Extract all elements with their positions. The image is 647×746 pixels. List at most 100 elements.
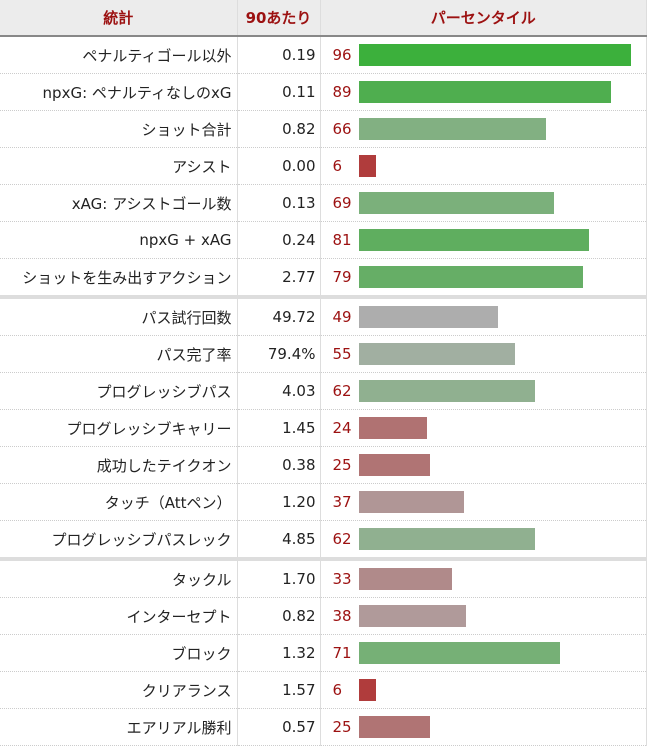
per90-value: 2.77 (237, 258, 321, 298)
percentile-value: 69 (332, 194, 352, 212)
percentile-value: 96 (332, 46, 352, 64)
percentile-bar (358, 306, 498, 328)
percentile-bar (358, 380, 535, 402)
per90-value: 0.11 (237, 73, 321, 111)
header-percentile[interactable]: パーセンタイル (320, 0, 647, 37)
percentile-value: 89 (332, 83, 352, 101)
table-row: プログレッシブパス 4.03 62 (0, 372, 647, 410)
percentile-value: 33 (332, 570, 352, 588)
stat-label: タックル (0, 557, 238, 598)
table-row: タックル 1.70 33 (0, 557, 647, 598)
stat-label: ショットを生み出すアクション (0, 258, 238, 298)
stat-label: ショット合計 (0, 110, 238, 148)
percentile-value: 25 (332, 456, 352, 474)
percentile-bar (358, 491, 464, 513)
percentile-bar (358, 454, 430, 476)
percentile-bar (358, 528, 535, 550)
per90-value: 0.82 (237, 597, 321, 635)
stat-label: パス完了率 (0, 335, 238, 373)
percentile-bar (358, 605, 467, 627)
per90-value: 4.03 (237, 372, 321, 410)
stat-label: パス試行回数 (0, 295, 238, 336)
per90-value: 0.00 (237, 147, 321, 185)
percentile-bar (358, 716, 430, 738)
percentile-value: 55 (332, 345, 352, 363)
stat-label: インターセプト (0, 597, 238, 635)
percentile-bar (358, 417, 427, 439)
table-row: ブロック 1.32 71 (0, 634, 647, 672)
per90-value: 79.4% (237, 335, 321, 373)
per90-value: 4.85 (237, 520, 321, 560)
header-row: 統計 90あたり パーセンタイル (0, 0, 647, 37)
stat-label: アシスト (0, 147, 238, 185)
stat-label: ペナルティゴール以外 (0, 36, 238, 74)
percentile-bar (358, 118, 546, 140)
per90-value: 0.57 (237, 708, 321, 746)
table-row: ショットを生み出すアクション 2.77 79 (0, 258, 647, 298)
table-row: パス完了率 79.4% 55 (0, 335, 647, 373)
per90-value: 1.20 (237, 483, 321, 521)
per90-value: 0.13 (237, 184, 321, 222)
per90-value: 1.32 (237, 634, 321, 672)
table-row: npxG: ペナルティなしのxG 0.11 89 (0, 73, 647, 111)
percentile-bar (358, 343, 515, 365)
header-per90[interactable]: 90あたり (237, 0, 321, 37)
percentile-bar (358, 81, 612, 103)
header-stat[interactable]: 統計 (0, 0, 238, 37)
percentile-value: 24 (332, 419, 352, 437)
per90-value: 0.38 (237, 446, 321, 484)
table-row: xAG: アシストゴール数 0.13 69 (0, 184, 647, 222)
per90-value: 0.82 (237, 110, 321, 148)
table-row: プログレッシブキャリー 1.45 24 (0, 409, 647, 447)
stat-label: プログレッシブパス (0, 372, 238, 410)
table-row: 成功したテイクオン 0.38 25 (0, 446, 647, 484)
percentile-bar (358, 44, 632, 66)
per90-value: 0.24 (237, 221, 321, 259)
table-row: ペナルティゴール以外 0.19 96 (0, 36, 647, 74)
percentile-value: 6 (332, 157, 343, 175)
stat-label: 成功したテイクオン (0, 446, 238, 484)
percentile-bar (358, 192, 555, 214)
stat-label: npxG: ペナルティなしのxG (0, 73, 238, 111)
stat-label: ブロック (0, 634, 238, 672)
table-row: npxG + xAG 0.24 81 (0, 221, 647, 259)
stat-label: プログレッシブパスレック (0, 520, 238, 560)
table-row: アシスト 0.00 6 (0, 147, 647, 185)
table-row: プログレッシブパスレック 4.85 62 (0, 520, 647, 560)
per90-value: 1.70 (237, 557, 321, 598)
percentile-bar (358, 642, 561, 664)
per90-value: 49.72 (237, 295, 321, 336)
percentile-value: 71 (332, 644, 352, 662)
percentile-value: 6 (332, 681, 343, 699)
stat-label: npxG + xAG (0, 221, 238, 259)
percentile-bar (358, 229, 589, 251)
table-row: クリアランス 1.57 6 (0, 671, 647, 709)
per90-value: 0.19 (237, 36, 321, 74)
percentile-value: 62 (332, 530, 352, 548)
percentile-value: 49 (332, 308, 352, 326)
percentile-value: 25 (332, 718, 352, 736)
table-row: エアリアル勝利 0.57 25 (0, 708, 647, 746)
stat-label: エアリアル勝利 (0, 708, 238, 746)
percentile-value: 66 (332, 120, 352, 138)
percentile-value: 79 (332, 268, 352, 286)
per90-value: 1.45 (237, 409, 321, 447)
percentile-value: 81 (332, 231, 352, 249)
percentile-bar (358, 568, 453, 590)
percentile-bar (358, 679, 376, 701)
per90-value: 1.57 (237, 671, 321, 709)
stat-label: xAG: アシストゴール数 (0, 184, 238, 222)
percentile-value: 62 (332, 382, 352, 400)
stat-label: タッチ（Attペン） (0, 483, 238, 521)
table-row: インターセプト 0.82 38 (0, 597, 647, 635)
percentile-bar (358, 155, 376, 177)
percentile-bar (358, 266, 583, 288)
table-row: タッチ（Attペン） 1.20 37 (0, 483, 647, 521)
stat-label: プログレッシブキャリー (0, 409, 238, 447)
percentile-value: 37 (332, 493, 352, 511)
percentile-value: 38 (332, 607, 352, 625)
stat-label: クリアランス (0, 671, 238, 709)
table-row: パス試行回数 49.72 49 (0, 295, 647, 336)
table-row: ショット合計 0.82 66 (0, 110, 647, 148)
